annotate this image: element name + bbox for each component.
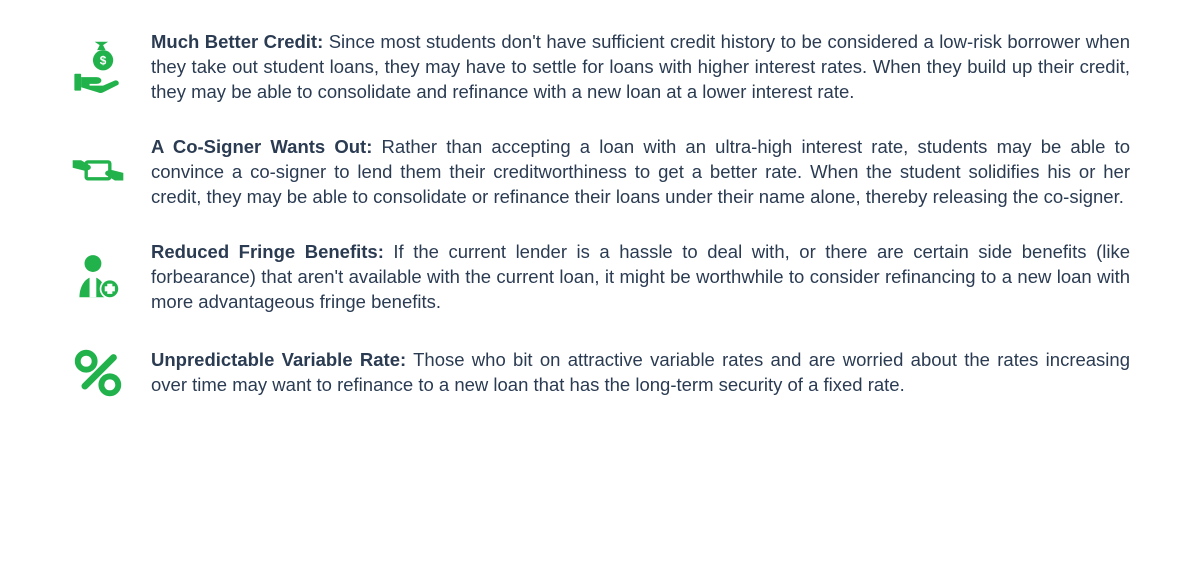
- list-item: A Co-Signer Wants Out: Rather than accep…: [70, 135, 1130, 210]
- hands-transfer-icon: [70, 144, 126, 200]
- svg-text:$: $: [100, 54, 107, 68]
- item-heading: A Co-Signer Wants Out:: [151, 136, 372, 157]
- info-list: $ Much Better Credit: Since most student…: [70, 30, 1130, 401]
- item-text: Unpredictable Variable Rate: Those who b…: [151, 348, 1130, 398]
- item-text: Reduced Fringe Benefits: If the current …: [151, 240, 1130, 315]
- item-text: A Co-Signer Wants Out: Rather than accep…: [151, 135, 1130, 210]
- percent-icon: [70, 345, 126, 401]
- list-item: Unpredictable Variable Rate: Those who b…: [70, 345, 1130, 401]
- item-heading: Unpredictable Variable Rate:: [151, 349, 406, 370]
- person-plus-icon: [70, 249, 126, 305]
- item-heading: Much Better Credit:: [151, 31, 323, 52]
- item-text: Much Better Credit: Since most students …: [151, 30, 1130, 105]
- money-bag-hand-icon: $: [70, 39, 126, 95]
- list-item: $ Much Better Credit: Since most student…: [70, 30, 1130, 105]
- list-item: Reduced Fringe Benefits: If the current …: [70, 240, 1130, 315]
- item-heading: Reduced Fringe Benefits:: [151, 241, 384, 262]
